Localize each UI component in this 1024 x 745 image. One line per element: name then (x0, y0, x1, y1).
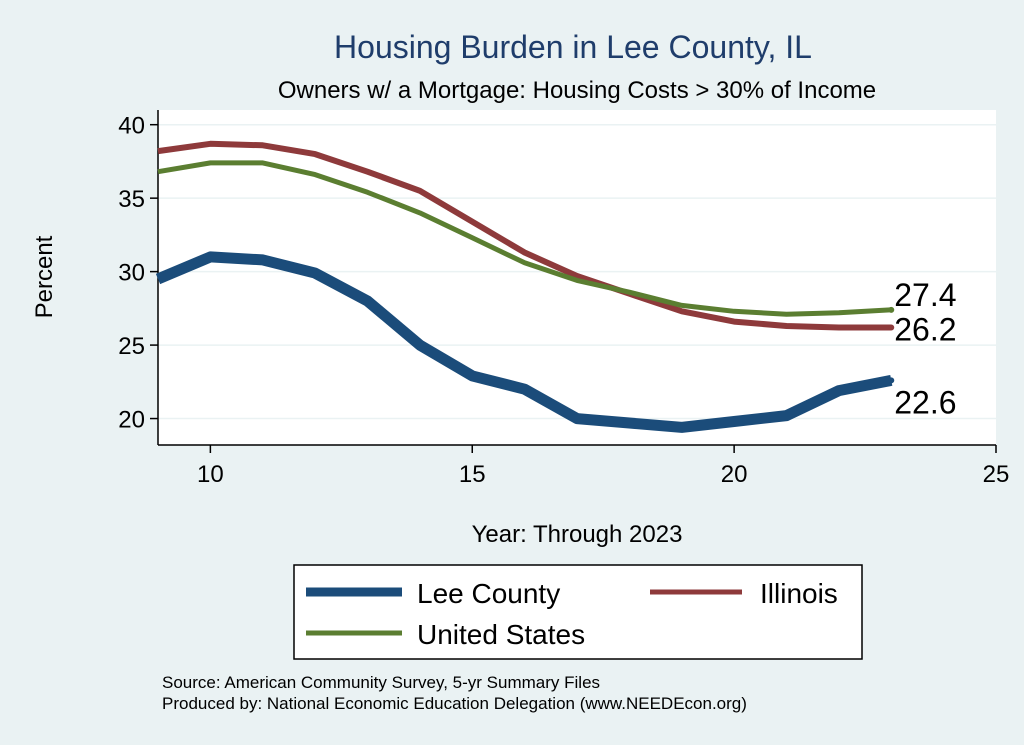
end-point-lee-county (888, 377, 895, 384)
y-tick-label-25: 25 (118, 333, 145, 360)
series-line-illinois (157, 140, 892, 331)
x-tick-label-10: 10 (197, 461, 224, 488)
end-label-lee-county: 22.6 (894, 384, 956, 420)
chart-subtitle: Owners w/ a Mortgage: Housing Costs > 30… (278, 77, 876, 104)
series-line-united-states (157, 160, 892, 317)
x-axis-title: Year: Through 2023 (472, 521, 683, 548)
x-tick-label-25: 25 (983, 461, 1010, 488)
source-note: Source: American Community Survey, 5-yr … (162, 673, 600, 692)
end-point-illinois (888, 324, 895, 331)
series-line-lee-county (155, 251, 893, 433)
end-label-illinois: 26.2 (894, 311, 956, 347)
chart-title: Housing Burden in Lee County, IL (334, 29, 812, 65)
end-point-united-states (888, 306, 895, 313)
legend-label-united-states: United States (417, 619, 585, 650)
series-lines (155, 140, 893, 433)
tick-marks: 20 25 30 35 40 10 15 20 25 (118, 113, 1009, 488)
x-tick-label-20: 20 (721, 461, 748, 488)
legend: Lee County Illinois United States (293, 564, 863, 660)
y-tick-label-35: 35 (118, 186, 145, 213)
y-tick-label-20: 20 (118, 407, 145, 434)
x-tick-label-15: 15 (459, 461, 486, 488)
produced-by-note: Produced by: National Economic Education… (162, 694, 747, 713)
legend-label-illinois: Illinois (760, 578, 838, 609)
legend-label-lee-county: Lee County (417, 578, 560, 609)
end-label-united-states: 27.4 (894, 277, 956, 313)
y-axis-title: Percent (31, 235, 58, 318)
legend-box (293, 564, 863, 660)
y-tick-label-40: 40 (118, 113, 145, 140)
y-tick-label-30: 30 (118, 260, 145, 287)
end-labels: 26.227.4 22.6 (888, 277, 957, 420)
